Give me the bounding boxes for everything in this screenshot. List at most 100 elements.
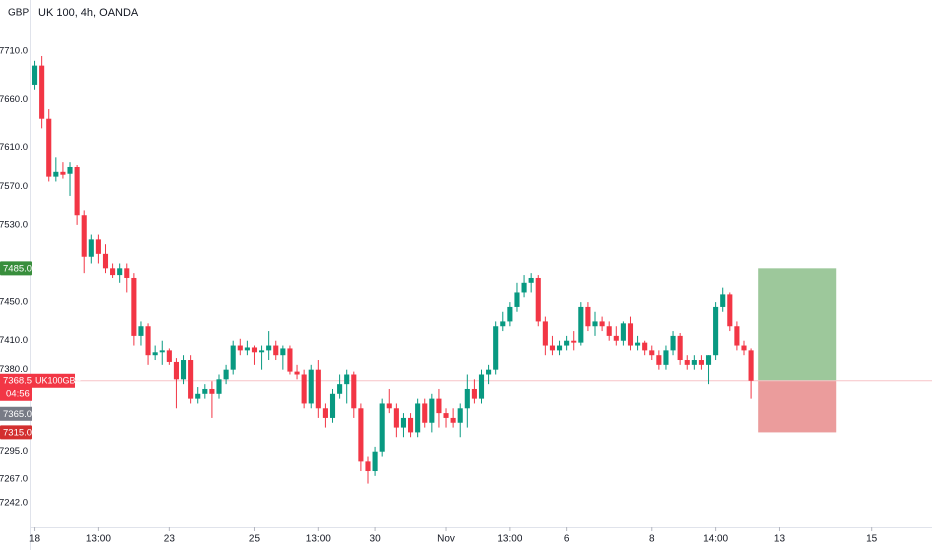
- candle-body: [734, 326, 740, 346]
- y-tick-label: 7610.0: [0, 142, 28, 153]
- candle-body: [209, 388, 215, 394]
- candle-body: [549, 345, 555, 351]
- x-tick-label: 25: [249, 534, 261, 545]
- candle-body: [280, 348, 286, 356]
- stop-price-label: 7315.0: [3, 427, 32, 438]
- candle-body: [195, 393, 201, 399]
- candle-body: [379, 403, 385, 452]
- candle-body: [237, 345, 243, 351]
- candle-body: [415, 403, 421, 433]
- x-tick-label: Nov: [437, 534, 455, 545]
- currency: GBP: [8, 8, 29, 19]
- candle-body: [698, 360, 704, 365]
- candle-body: [564, 340, 570, 346]
- candle-body: [95, 239, 101, 254]
- target-price-label: 7485.0: [3, 263, 32, 274]
- x-tick-label: 13:00: [86, 534, 111, 545]
- candle-body: [117, 268, 123, 276]
- candle-body: [656, 355, 662, 365]
- candle-body: [322, 408, 328, 418]
- candle-body: [599, 321, 605, 327]
- x-tick-label: 30: [370, 534, 382, 545]
- candle-body: [720, 294, 726, 307]
- candle-body: [102, 253, 109, 269]
- candle-body: [429, 398, 435, 423]
- stop-price-label-bg: [0, 425, 32, 440]
- candle-body: [188, 360, 194, 399]
- candle-body: [478, 374, 485, 399]
- candle-body: [691, 360, 697, 365]
- candle-body: [471, 388, 477, 399]
- candle-body: [493, 326, 499, 370]
- x-tick-label: 13:00: [306, 534, 331, 545]
- x-tick-label: 13:00: [497, 534, 522, 545]
- candle-body: [535, 277, 541, 322]
- candle-body: [677, 335, 683, 361]
- candle-body: [542, 321, 548, 346]
- candle-body: [422, 403, 428, 423]
- candle-body: [705, 355, 712, 365]
- y-tick-label: 7530.0: [0, 219, 28, 230]
- candle-body: [259, 350, 265, 353]
- candle-body: [88, 239, 94, 257]
- candle-body: [500, 321, 506, 327]
- y-tick-label: 7267.0: [0, 473, 28, 484]
- candle-body: [727, 294, 733, 327]
- candle-body: [67, 166, 73, 174]
- candle-body: [301, 374, 307, 404]
- symbol-bg: [32, 373, 75, 388]
- candle-body: [358, 408, 364, 462]
- candle-body: [436, 398, 442, 414]
- target-zone: [758, 268, 837, 381]
- candle-body: [486, 369, 492, 375]
- candle-body: [138, 326, 144, 336]
- candle-body: [202, 388, 208, 394]
- candle-body: [74, 166, 80, 216]
- candle-body: [308, 369, 314, 404]
- candle-body: [244, 347, 250, 351]
- candle-body: [351, 374, 357, 409]
- candle-body: [230, 345, 236, 370]
- x-tick-label: 23: [164, 534, 176, 545]
- candle-body: [464, 388, 470, 409]
- x-tick-label: 13: [774, 534, 786, 545]
- x-tick-label: 6: [564, 534, 570, 545]
- candle-body: [443, 413, 449, 418]
- candle-body: [514, 292, 520, 307]
- candle-body: [386, 403, 392, 409]
- bid-label: 7365.0: [3, 409, 32, 420]
- candle-body: [400, 417, 407, 428]
- x-tick-label: 15: [866, 534, 878, 545]
- candle-body: [393, 408, 399, 428]
- chart-title[interactable]: UK 100, 4h, OANDA: [38, 7, 139, 19]
- candle-body: [329, 393, 336, 418]
- candle-body: [365, 461, 371, 472]
- candle-body: [606, 326, 612, 336]
- candle-body: [592, 321, 598, 327]
- last-price-label: 7368.5: [3, 375, 32, 386]
- candle-body: [670, 335, 676, 351]
- x-tick-label: 8: [649, 534, 655, 545]
- candle-body: [649, 350, 655, 356]
- candle-body: [663, 350, 669, 365]
- symbol-label: UK100GBP: [35, 376, 82, 386]
- candle-body: [145, 326, 151, 356]
- bid-bg: [0, 406, 32, 421]
- candle-body: [344, 374, 350, 385]
- candle-body: [159, 350, 165, 353]
- y-tick-label: 7450.0: [0, 297, 28, 308]
- candle-body: [81, 215, 87, 257]
- candle-body: [173, 361, 179, 380]
- candle-body: [556, 345, 563, 351]
- candle-body: [39, 65, 45, 119]
- candle-body: [216, 379, 222, 394]
- candle-body: [287, 348, 293, 372]
- target-price-label-bg: [0, 261, 32, 276]
- candle-body: [578, 306, 584, 343]
- candle-body: [124, 268, 130, 278]
- countdown: 04:56: [6, 388, 30, 399]
- candle-body: [507, 306, 513, 322]
- candle-body: [620, 323, 626, 341]
- candle-body: [110, 268, 116, 276]
